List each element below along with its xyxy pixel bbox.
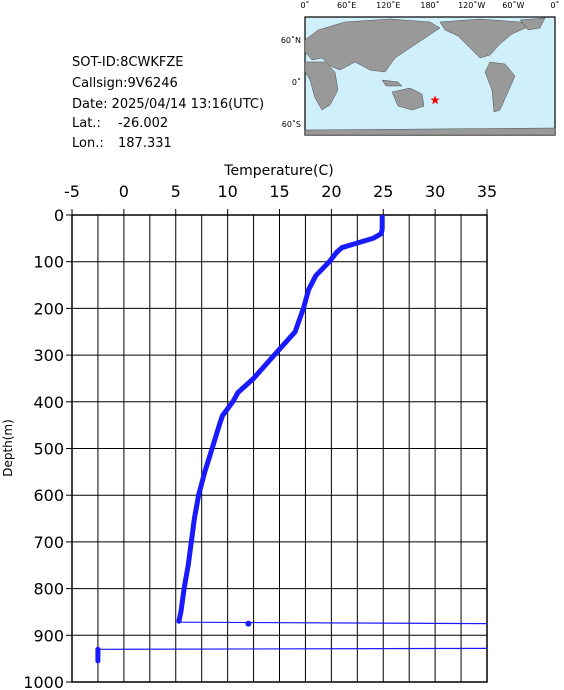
profile-line bbox=[95, 215, 385, 664]
profile-line bbox=[97, 621, 487, 650]
x-axis-label: Temperature(C) bbox=[223, 163, 333, 179]
info-block: SOT-ID:8CWKFZE Callsign:9V6246 Date: 202… bbox=[72, 55, 264, 151]
map-lon-label: 0˚ bbox=[300, 0, 309, 10]
x-tick-label: 0 bbox=[119, 182, 129, 201]
y-tick-label: 300 bbox=[33, 346, 64, 365]
map-lon-label: 120˚W bbox=[458, 0, 485, 10]
date: Date: 2025/04/14 13:16(UTC) bbox=[72, 97, 264, 112]
map-lon-label: 60˚W bbox=[502, 0, 524, 10]
lat-label: Lat.: bbox=[72, 116, 101, 131]
lat-value: -26.002 bbox=[118, 116, 168, 131]
map-lon-label: 180˚ bbox=[420, 0, 439, 10]
y-tick-label: 100 bbox=[33, 253, 64, 272]
lon-value: 187.331 bbox=[118, 136, 172, 151]
data-point bbox=[245, 620, 252, 627]
y-tick-label: 800 bbox=[33, 580, 64, 599]
sot-id: SOT-ID:8CWKFZE bbox=[72, 55, 183, 70]
map-lat-label: 0˚ bbox=[292, 77, 301, 87]
map-lat-label: 60˚S bbox=[282, 119, 301, 129]
map-lon-label: 0˚ bbox=[550, 0, 559, 10]
y-tick-label: 600 bbox=[33, 486, 64, 505]
y-tick-label: 700 bbox=[33, 533, 64, 552]
x-tick-label: 35 bbox=[477, 182, 497, 201]
x-tick-label: -5 bbox=[64, 182, 80, 201]
inset-map bbox=[304, 16, 556, 136]
x-tick-label: 10 bbox=[217, 182, 237, 201]
location-star bbox=[430, 95, 440, 105]
land bbox=[304, 17, 556, 136]
x-tick-label: 15 bbox=[269, 182, 289, 201]
y-tick-label: 900 bbox=[33, 626, 64, 645]
lon-label: Lon.: bbox=[72, 136, 104, 151]
grid bbox=[71, 214, 488, 683]
map-lon-label: 60˚E bbox=[337, 0, 356, 10]
map-lon-label: 120˚E bbox=[376, 0, 400, 10]
callsign: Callsign:9V6246 bbox=[72, 76, 178, 91]
y-tick-label: 500 bbox=[33, 440, 64, 459]
x-tick-label: 20 bbox=[321, 182, 341, 201]
x-tick-label: 5 bbox=[171, 182, 181, 201]
y-tick-label: 200 bbox=[33, 299, 64, 318]
y-axis-label: Depth(m) bbox=[1, 419, 15, 477]
x-tick-label: 30 bbox=[425, 182, 445, 201]
y-tick-label: 0 bbox=[54, 206, 64, 225]
map-lat-label: 60˚N bbox=[281, 35, 301, 45]
y-tick-label: 400 bbox=[33, 393, 64, 412]
y-tick-label: 1000 bbox=[23, 673, 64, 690]
x-tick-label: 25 bbox=[373, 182, 393, 201]
